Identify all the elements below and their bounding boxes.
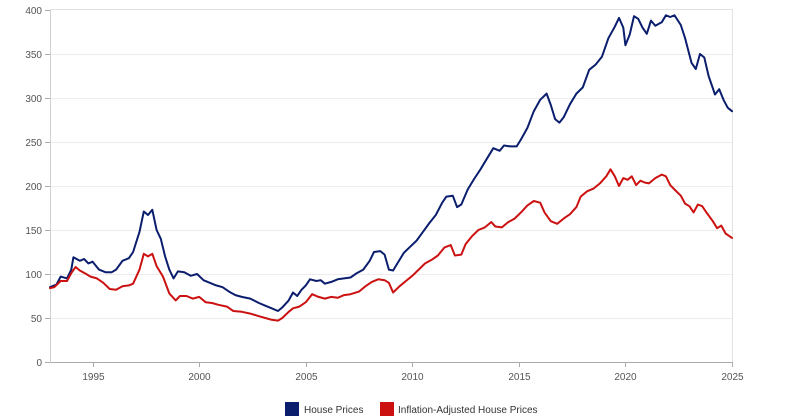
series-lines: [49, 14, 733, 322]
x-tick-label: 2005: [295, 372, 318, 383]
x-tick-label: 2025: [721, 372, 744, 383]
x-tick-label: 2020: [614, 372, 637, 383]
y-tick-label: 400: [25, 6, 42, 17]
y-axis-ticks: 0 50 100 150 200 250 300 350 400: [25, 6, 50, 369]
y-tick-label: 0: [36, 358, 42, 369]
gridlines: [50, 54, 732, 319]
legend-label-house-prices: House Prices: [304, 405, 363, 416]
y-tick-label: 250: [25, 138, 42, 149]
series-line-house-prices: [49, 14, 733, 312]
legend: House Prices Inflation-Adjusted House Pr…: [285, 402, 538, 416]
y-tick-label: 200: [25, 182, 42, 193]
legend-swatch-house-prices: [285, 402, 299, 416]
legend-swatch-inflation-adjusted: [380, 402, 394, 416]
axes: [50, 9, 733, 363]
y-tick-label: 350: [25, 50, 42, 61]
y-tick-label: 50: [31, 314, 43, 325]
x-tick-label: 2010: [401, 372, 424, 383]
legend-label-inflation-adjusted: Inflation-Adjusted House Prices: [398, 405, 538, 416]
x-tick-label: 1995: [82, 372, 105, 383]
x-tick-label: 2000: [188, 372, 211, 383]
y-tick-label: 100: [25, 270, 42, 281]
y-tick-label: 300: [25, 94, 42, 105]
x-tick-label: 2015: [508, 372, 531, 383]
x-axis-ticks: 1995 2000 2005 2010 2015 2020 2025: [82, 362, 744, 383]
series-line-inflation-adjusted: [49, 168, 733, 322]
y-tick-label: 150: [25, 226, 42, 237]
